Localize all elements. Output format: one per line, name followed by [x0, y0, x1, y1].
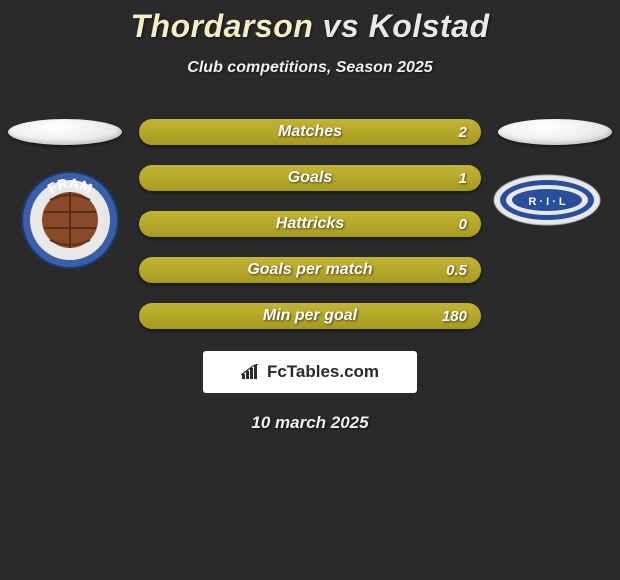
- stat-label: Matches: [278, 123, 342, 141]
- vs-label: vs: [323, 8, 360, 44]
- infographic-root: Thordarson vs Kolstad Club competitions,…: [0, 0, 620, 433]
- player1-name: Thordarson: [131, 8, 314, 44]
- stat-label: Hattricks: [276, 215, 344, 233]
- watermark-text: FcTables.com: [267, 362, 379, 382]
- stat-right-value: 1: [459, 170, 467, 187]
- player2-name: Kolstad: [369, 8, 490, 44]
- club-crest-icon: R · I · L: [492, 172, 602, 228]
- stat-right-value: 2: [459, 124, 467, 141]
- subtitle: Club competitions, Season 2025: [0, 59, 620, 77]
- fram-crest: FRAM: [20, 170, 120, 270]
- stat-bar: Matches 2: [139, 119, 481, 145]
- date-label: 10 march 2025: [0, 413, 620, 433]
- page-title: Thordarson vs Kolstad: [0, 8, 620, 45]
- stat-right-value: 0: [459, 216, 467, 233]
- stat-label: Min per goal: [263, 307, 357, 325]
- watermark: FcTables.com: [203, 351, 417, 393]
- stat-right-value: 0.5: [446, 262, 467, 279]
- oval-icon: [8, 119, 122, 145]
- stat-bar: Min per goal 180: [139, 303, 481, 329]
- stat-label: Goals per match: [247, 261, 372, 279]
- club-crest-icon: FRAM: [20, 170, 120, 270]
- stat-bar: Hattricks 0: [139, 211, 481, 237]
- oval-icon: [498, 119, 612, 145]
- player2-avatar-placeholder: [493, 119, 617, 145]
- ril-crest: R · I · L: [492, 172, 602, 228]
- player1-avatar-placeholder: [3, 119, 127, 145]
- svg-text:R · I · L: R · I · L: [528, 196, 566, 208]
- stat-label: Goals: [288, 169, 332, 187]
- stat-row-0: Matches 2: [0, 119, 620, 145]
- stat-bar: Goals per match 0.5: [139, 257, 481, 283]
- stat-right-value: 180: [442, 308, 467, 325]
- bar-chart-icon: [241, 364, 261, 380]
- stat-bar: Goals 1: [139, 165, 481, 191]
